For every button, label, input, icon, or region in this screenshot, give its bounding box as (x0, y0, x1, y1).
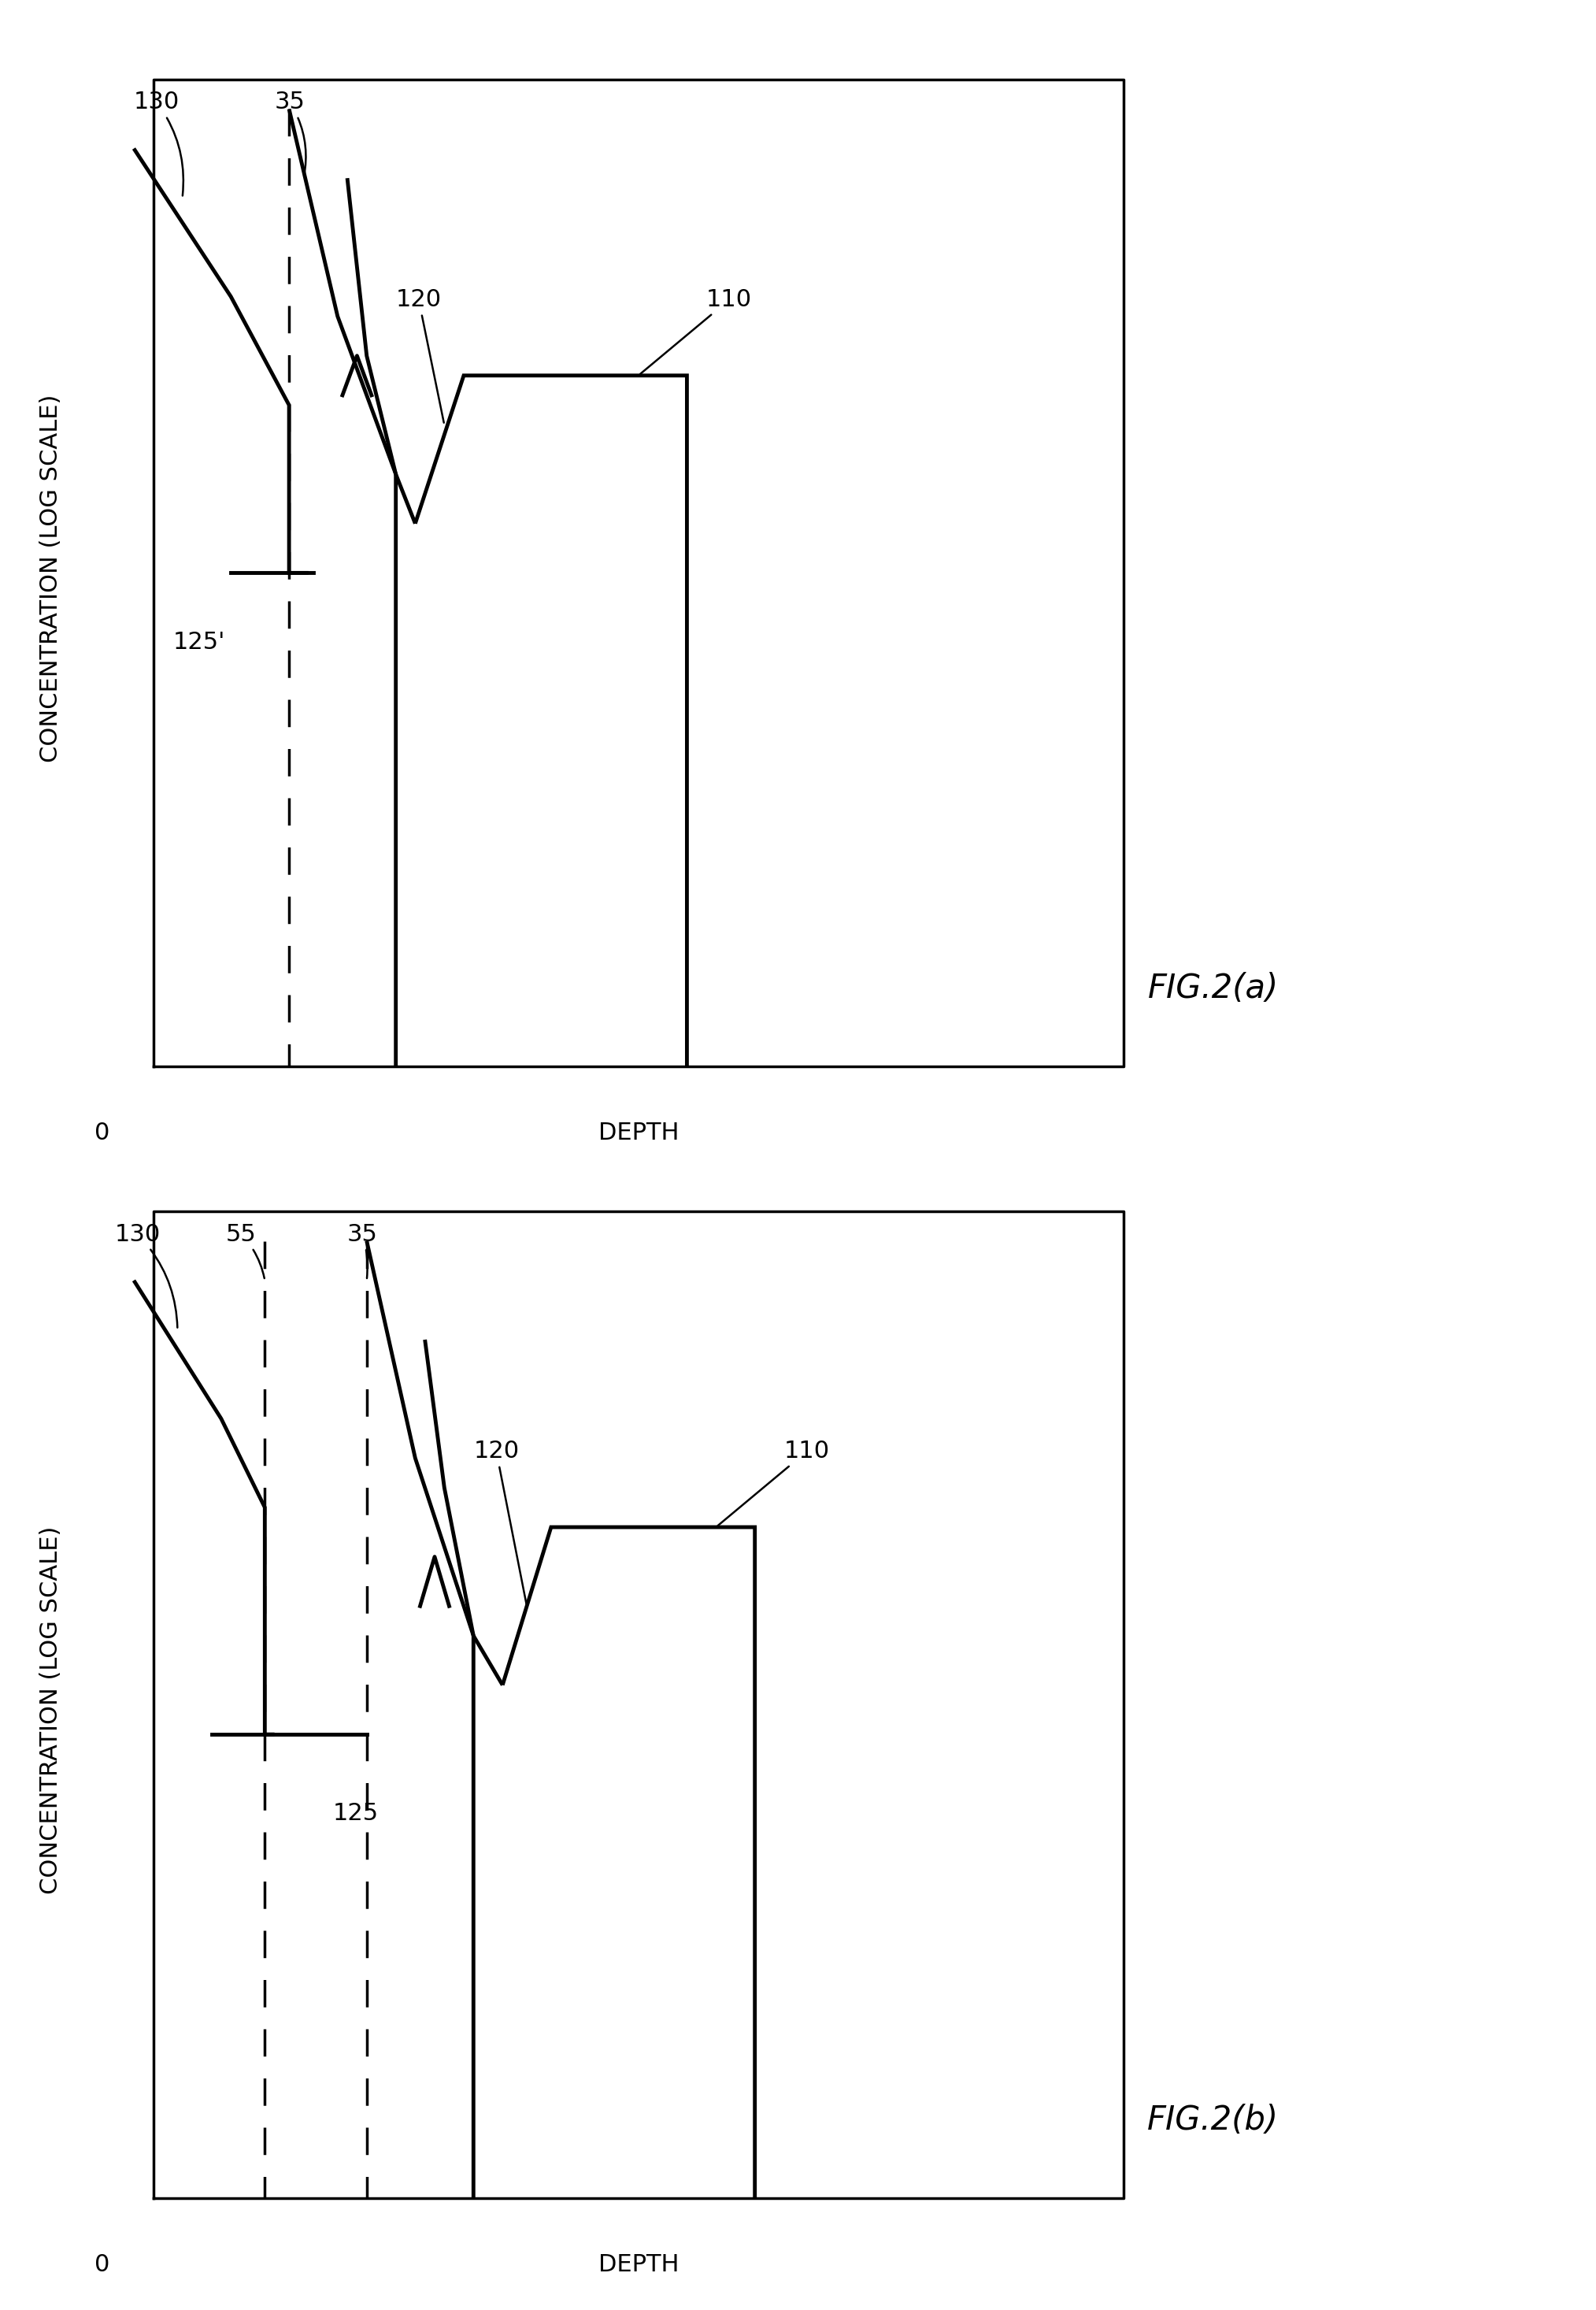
Text: 35: 35 (275, 90, 306, 176)
Text: 0: 0 (94, 2252, 110, 2275)
Text: 130: 130 (134, 90, 184, 196)
Text: 35: 35 (348, 1222, 378, 1277)
Text: CONCENTRATION (LOG SCALE): CONCENTRATION (LOG SCALE) (40, 395, 62, 762)
Text: 125': 125' (172, 631, 225, 654)
Text: DEPTH: DEPTH (598, 2252, 678, 2275)
Text: 110: 110 (718, 1439, 830, 1525)
Text: 110: 110 (640, 289, 752, 374)
Text: FIG.2(a): FIG.2(a) (1148, 973, 1278, 1005)
Text: CONCENTRATION (LOG SCALE): CONCENTRATION (LOG SCALE) (40, 1527, 62, 1894)
Text: 0: 0 (94, 1120, 110, 1143)
Text: 130: 130 (115, 1222, 177, 1328)
Text: 55: 55 (227, 1222, 265, 1277)
Text: 120: 120 (474, 1439, 527, 1603)
Text: FIG.2(b): FIG.2(b) (1148, 2104, 1278, 2137)
Text: 120: 120 (396, 289, 444, 423)
Text: DEPTH: DEPTH (598, 1120, 678, 1143)
Text: 125: 125 (332, 1802, 378, 1825)
